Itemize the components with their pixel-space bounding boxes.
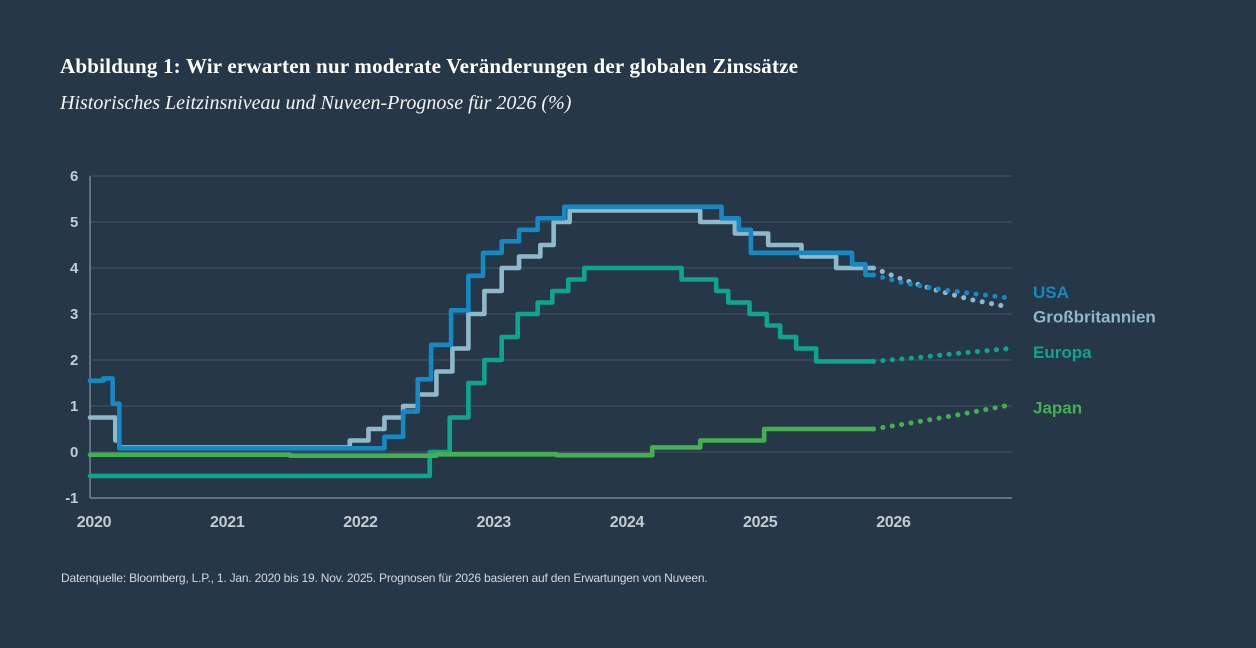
figure-source-note: Datenquelle: Bloomberg, L.P., 1. Jan. 20… [61, 571, 708, 585]
x-axis-tick-label: 2022 [343, 514, 378, 531]
x-axis-tick-label: 2020 [77, 514, 112, 531]
legend-label-Großbritannien: Großbritannien [1033, 307, 1156, 326]
legend-label-Japan: Japan [1033, 398, 1082, 417]
x-axis-tick-label: 2021 [210, 514, 245, 531]
forecast-dotted-Großbritannien [870, 265, 1012, 310]
legend-label-Europa: Europa [1033, 343, 1092, 362]
figure-title: Abbildung 1: Wir erwarten nur moderate V… [60, 54, 799, 78]
forecast-dotted-Japan [870, 402, 1012, 432]
y-axis-tick-label: -1 [65, 490, 78, 507]
y-axis-tick-label: 5 [70, 214, 78, 231]
series-line-Japan [87, 426, 876, 458]
y-axis-tick-label: 1 [70, 398, 78, 415]
forecast-dotted-USA [870, 272, 1012, 301]
y-axis-tick-label: 2 [70, 352, 78, 369]
y-axis-tick-label: 4 [70, 260, 79, 277]
x-axis-tick-label: 2026 [876, 514, 911, 531]
forecast-dotted-Europa [870, 346, 1012, 364]
series-line-Großbritannien [87, 208, 876, 450]
x-axis-tick-label: 2024 [610, 514, 645, 531]
y-axis-tick-label: 3 [70, 306, 78, 323]
legend-label-USA: USA [1033, 283, 1069, 302]
series-line-USA [87, 204, 876, 451]
x-axis-tick-label: 2025 [743, 514, 778, 531]
series-line-Europa [87, 265, 876, 479]
x-axis-tick-label: 2023 [477, 514, 512, 531]
figure-subtitle: Historisches Leitzinsniveau und Nuveen-P… [60, 92, 572, 114]
y-axis-tick-label: 6 [70, 168, 78, 185]
y-axis-tick-label: 0 [70, 444, 78, 461]
